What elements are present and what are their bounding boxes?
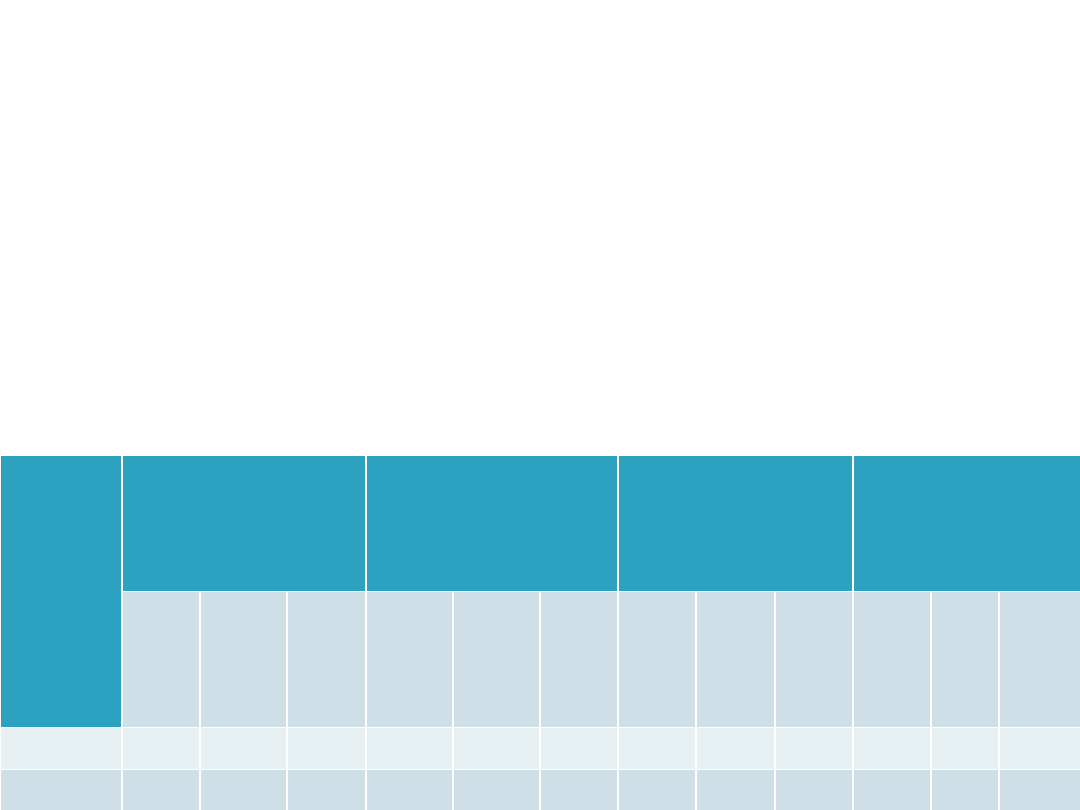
body-cell <box>932 770 998 810</box>
sub-header-cell <box>541 592 617 727</box>
body-cell <box>932 728 998 769</box>
body-cell <box>454 728 539 769</box>
body-cell <box>367 728 452 769</box>
body-cell <box>1000 770 1080 810</box>
sub-header-cell <box>697 592 774 727</box>
body-cell <box>367 770 452 810</box>
corner-header-cell <box>1 456 121 727</box>
body-cell <box>454 770 539 810</box>
group-header-cell <box>619 456 852 591</box>
body-cell <box>697 728 774 769</box>
body-cell <box>776 770 852 810</box>
sub-header-cell <box>776 592 852 727</box>
sub-header-cell <box>1000 592 1080 727</box>
row-label-cell <box>1 728 121 769</box>
group-header-cell <box>123 456 365 591</box>
sub-header-cell <box>454 592 539 727</box>
body-cell <box>288 770 365 810</box>
body-cell <box>1000 728 1080 769</box>
body-cell <box>619 728 695 769</box>
sub-header-cell <box>288 592 365 727</box>
body-cell <box>854 770 930 810</box>
group-header-cell <box>854 456 1080 591</box>
body-cell <box>201 770 286 810</box>
body-cell <box>854 728 930 769</box>
sub-header-cell <box>123 592 199 727</box>
body-cell <box>123 728 199 769</box>
row-label-cell <box>1 770 121 810</box>
group-header-cell <box>367 456 617 591</box>
body-cell <box>201 728 286 769</box>
body-cell <box>619 770 695 810</box>
sub-header-cell <box>367 592 452 727</box>
body-cell <box>123 770 199 810</box>
sub-header-cell <box>932 592 998 727</box>
body-cell <box>776 728 852 769</box>
body-cell <box>541 728 617 769</box>
body-cell <box>697 770 774 810</box>
sub-header-cell <box>201 592 286 727</box>
sub-header-cell <box>619 592 695 727</box>
sub-header-cell <box>854 592 930 727</box>
body-cell <box>288 728 365 769</box>
body-cell <box>541 770 617 810</box>
